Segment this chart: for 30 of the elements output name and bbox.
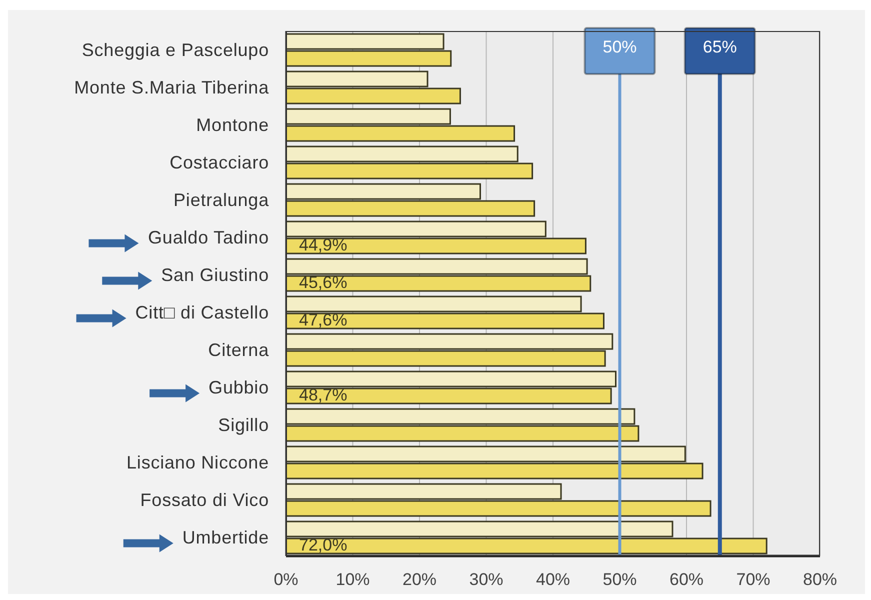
y-tick-label: Sigillo bbox=[218, 414, 269, 435]
data-label: 47,6% bbox=[299, 310, 348, 330]
y-tick-label: Scheggia e Pascelupo bbox=[82, 40, 269, 60]
x-tick-label: 10% bbox=[336, 570, 370, 590]
y-tick-label: Pietralunga bbox=[174, 190, 270, 210]
y-tick-label: Gualdo Tadino bbox=[148, 227, 269, 248]
x-tick-label: 80% bbox=[802, 570, 838, 590]
x-tick-label: 40% bbox=[536, 570, 570, 590]
ref-line-label: 50% bbox=[602, 38, 637, 56]
data-label: 44,9% bbox=[299, 236, 348, 254]
y-tick-label: Gubbio bbox=[208, 377, 269, 398]
y-tick-label: Lisciano Niccone bbox=[126, 452, 269, 472]
y-tick-label: Umbertide bbox=[182, 527, 269, 548]
data-label: 72,0% bbox=[299, 536, 348, 554]
x-tick-label: 20% bbox=[402, 570, 437, 590]
y-tick-label: Citerna bbox=[208, 340, 270, 360]
y-tick-label: Monte S.Maria Tiberina bbox=[74, 77, 270, 98]
x-tick-label: 60% bbox=[669, 570, 704, 590]
ref-line-label: 65% bbox=[702, 38, 737, 56]
y-tick-label: Montone bbox=[196, 114, 269, 135]
data-label: 48,7% bbox=[299, 386, 348, 404]
y-tick-label: San Giustino bbox=[161, 264, 269, 285]
data-label: 45,6% bbox=[299, 273, 348, 292]
x-tick-label: 0% bbox=[274, 570, 298, 590]
y-tick-label: Citt□ di Castello bbox=[135, 302, 269, 322]
x-tick-label: 30% bbox=[469, 570, 504, 590]
y-tick-label: Costacciaro bbox=[170, 152, 269, 172]
x-tick-label: 50% bbox=[602, 570, 637, 590]
y-tick-label: Fossato di Vico bbox=[140, 490, 269, 510]
x-tick-label: 70% bbox=[736, 570, 770, 590]
